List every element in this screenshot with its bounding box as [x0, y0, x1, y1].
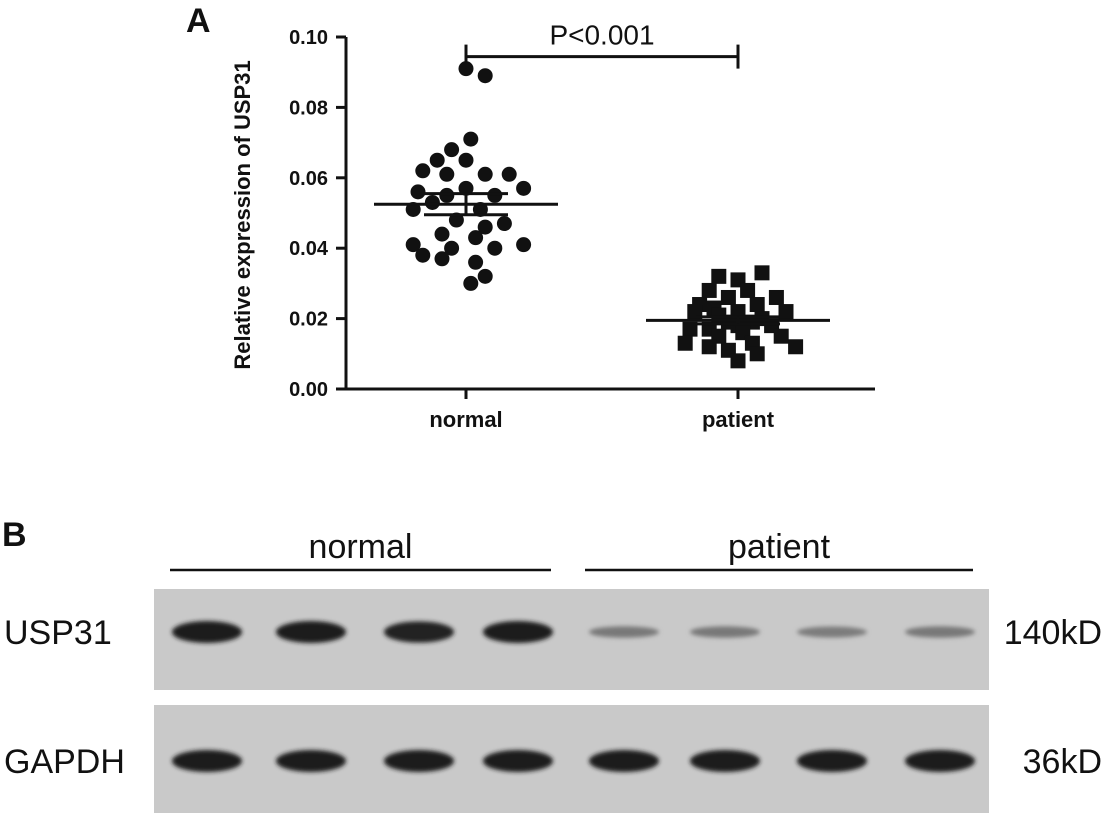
y-tick-label: 0.06: [289, 168, 328, 190]
data-point-normal: [444, 240, 460, 256]
data-point-normal: [415, 247, 431, 263]
data-point-normal: [496, 216, 512, 232]
blot-band-GAPDH: [797, 750, 867, 772]
blot-band-USP31: [905, 626, 975, 638]
panel-b-label: B: [2, 516, 27, 554]
blot-band-USP31: [384, 621, 454, 643]
data-point-patient: [749, 346, 765, 362]
y-tick-label: 0.10: [289, 27, 328, 49]
data-point-normal: [468, 254, 484, 270]
data-point-patient: [768, 289, 784, 305]
data-point-normal: [477, 68, 493, 84]
blot-band-GAPDH: [172, 750, 242, 772]
data-point-normal: [415, 163, 431, 179]
p-value-label: P<0.001: [549, 20, 654, 51]
data-point-normal: [477, 166, 493, 182]
data-point-patient: [740, 282, 756, 298]
data-point-normal: [477, 268, 493, 284]
data-point-patient: [701, 339, 717, 355]
data-point-normal: [487, 187, 503, 203]
blot-band-USP31: [172, 621, 242, 643]
blot-band-GAPDH: [589, 750, 659, 772]
data-point-normal: [463, 131, 479, 147]
scatter-chart: Relative expression of USP31 0.00 0.02 0.0…: [230, 20, 875, 432]
data-point-normal: [487, 240, 503, 256]
blot-band-USP31: [690, 626, 760, 638]
data-point-patient: [701, 282, 717, 298]
x-category-label: normal: [429, 407, 502, 432]
blot-group-label: normal: [309, 528, 413, 566]
data-point-patient: [687, 304, 703, 320]
data-point-patient: [754, 265, 770, 281]
blot-size-label: 140kD: [1004, 614, 1102, 652]
panel-a-label: A: [186, 2, 211, 40]
data-point-normal: [458, 180, 474, 196]
data-point-normal: [516, 237, 532, 253]
data-point-patient: [720, 289, 736, 305]
blot-group-label: patient: [728, 528, 831, 566]
data-point-normal: [410, 184, 426, 200]
blot-band-GAPDH: [690, 750, 760, 772]
data-point-normal: [472, 201, 488, 217]
y-tick-label: 0.00: [289, 379, 328, 401]
blot-row-label: GAPDH: [4, 743, 125, 781]
data-point-normal: [405, 237, 421, 253]
data-point-normal: [405, 201, 421, 217]
x-category-label: patient: [702, 407, 775, 432]
y-tick-label: 0.04: [289, 238, 329, 260]
data-point-patient: [682, 321, 698, 337]
y-tick-label: 0.08: [289, 97, 328, 119]
data-point-normal: [429, 152, 445, 168]
blot-band-GAPDH: [384, 750, 454, 772]
data-point-normal: [458, 61, 474, 77]
y-tick-label: 0.02: [289, 309, 328, 331]
blot-band-USP31: [589, 626, 659, 638]
data-point-normal: [439, 187, 455, 203]
blot-band-GAPDH: [905, 750, 975, 772]
western-blot: normal patient USP31 140kD GAPDH 36kD: [4, 528, 1102, 813]
data-point-patient: [711, 268, 727, 284]
data-point-normal: [468, 230, 484, 246]
data-point-patient: [788, 339, 804, 355]
blot-band-GAPDH: [483, 750, 553, 772]
blot-band-GAPDH: [276, 750, 346, 772]
data-point-normal: [448, 212, 464, 228]
blot-band-USP31: [276, 621, 346, 643]
data-point-patient: [749, 297, 765, 313]
data-point-normal: [501, 166, 517, 182]
blot-row-label: USP31: [4, 614, 112, 652]
data-point-normal: [463, 275, 479, 291]
y-axis-title: Relative expression of USP31: [230, 60, 255, 369]
data-point-normal: [434, 226, 450, 242]
blot-band-USP31: [483, 621, 553, 643]
blot-size-label: 36kD: [1023, 743, 1102, 781]
data-point-normal: [439, 166, 455, 182]
data-point-normal: [477, 219, 493, 235]
data-point-normal: [458, 152, 474, 168]
data-point-normal: [444, 142, 460, 158]
blot-band-USP31: [797, 626, 867, 638]
data-point-patient: [773, 328, 789, 344]
data-point-normal: [516, 180, 532, 196]
data-point-patient: [730, 353, 746, 369]
data-point-patient: [778, 304, 794, 320]
blot-membrane-USP31: [154, 589, 989, 690]
data-point-patient: [677, 335, 693, 351]
data-point-normal: [424, 194, 440, 210]
data-point-normal: [434, 251, 450, 267]
